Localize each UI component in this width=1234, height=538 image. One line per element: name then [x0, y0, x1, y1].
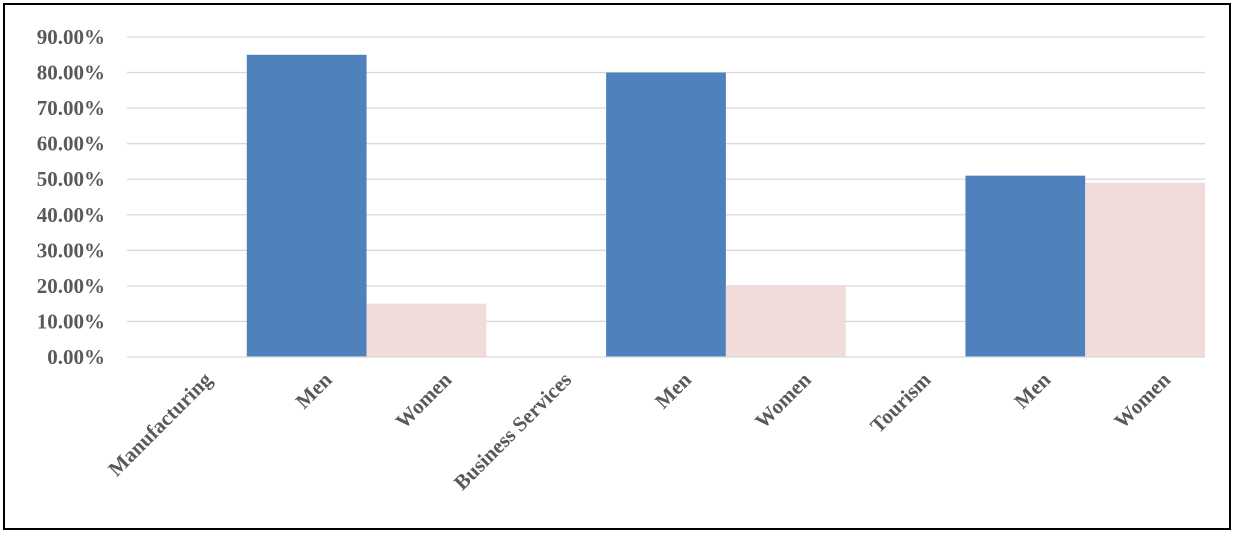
- bar-men: [246, 54, 367, 358]
- x-category-label: Tourism: [865, 367, 935, 437]
- x-category-label: Women: [391, 367, 457, 433]
- y-tick-label: 50.00%: [37, 167, 105, 191]
- x-category-label: Men: [291, 367, 337, 413]
- x-category-label: Manufacturing: [103, 367, 217, 481]
- bar-men: [965, 175, 1086, 357]
- bar-women: [725, 285, 846, 357]
- bar-women: [1085, 182, 1205, 357]
- y-tick-label: 40.00%: [37, 203, 105, 227]
- x-category-label: Women: [750, 367, 816, 433]
- y-tick-label: 80.00%: [37, 61, 105, 85]
- bar-women: [366, 303, 487, 357]
- bar-chart: 0.00% 10.00% 20.00% 30.00% 40.00% 50.00% 60.00…: [37, 25, 1205, 495]
- bars: [246, 54, 1205, 358]
- y-tick-label: 60.00%: [37, 132, 105, 156]
- x-category-label: Business Services: [449, 368, 576, 495]
- x-category-label: Women: [1109, 367, 1175, 433]
- y-tick-label: 70.00%: [37, 96, 105, 120]
- x-category-label: Men: [1009, 367, 1055, 413]
- x-category-label: Men: [650, 367, 696, 413]
- y-tick-label: 10.00%: [37, 309, 105, 333]
- y-tick-label: 30.00%: [37, 238, 105, 262]
- chart-frame: 0.00% 10.00% 20.00% 30.00% 40.00% 50.00% 60.00…: [3, 3, 1231, 530]
- bar-men: [606, 72, 726, 358]
- y-tick-label: 90.00%: [37, 25, 105, 49]
- y-tick-label: 0.00%: [47, 345, 105, 369]
- y-tick-label: 20.00%: [37, 274, 105, 298]
- y-axis-ticks: 0.00% 10.00% 20.00% 30.00% 40.00% 50.00% 60.00…: [37, 25, 105, 369]
